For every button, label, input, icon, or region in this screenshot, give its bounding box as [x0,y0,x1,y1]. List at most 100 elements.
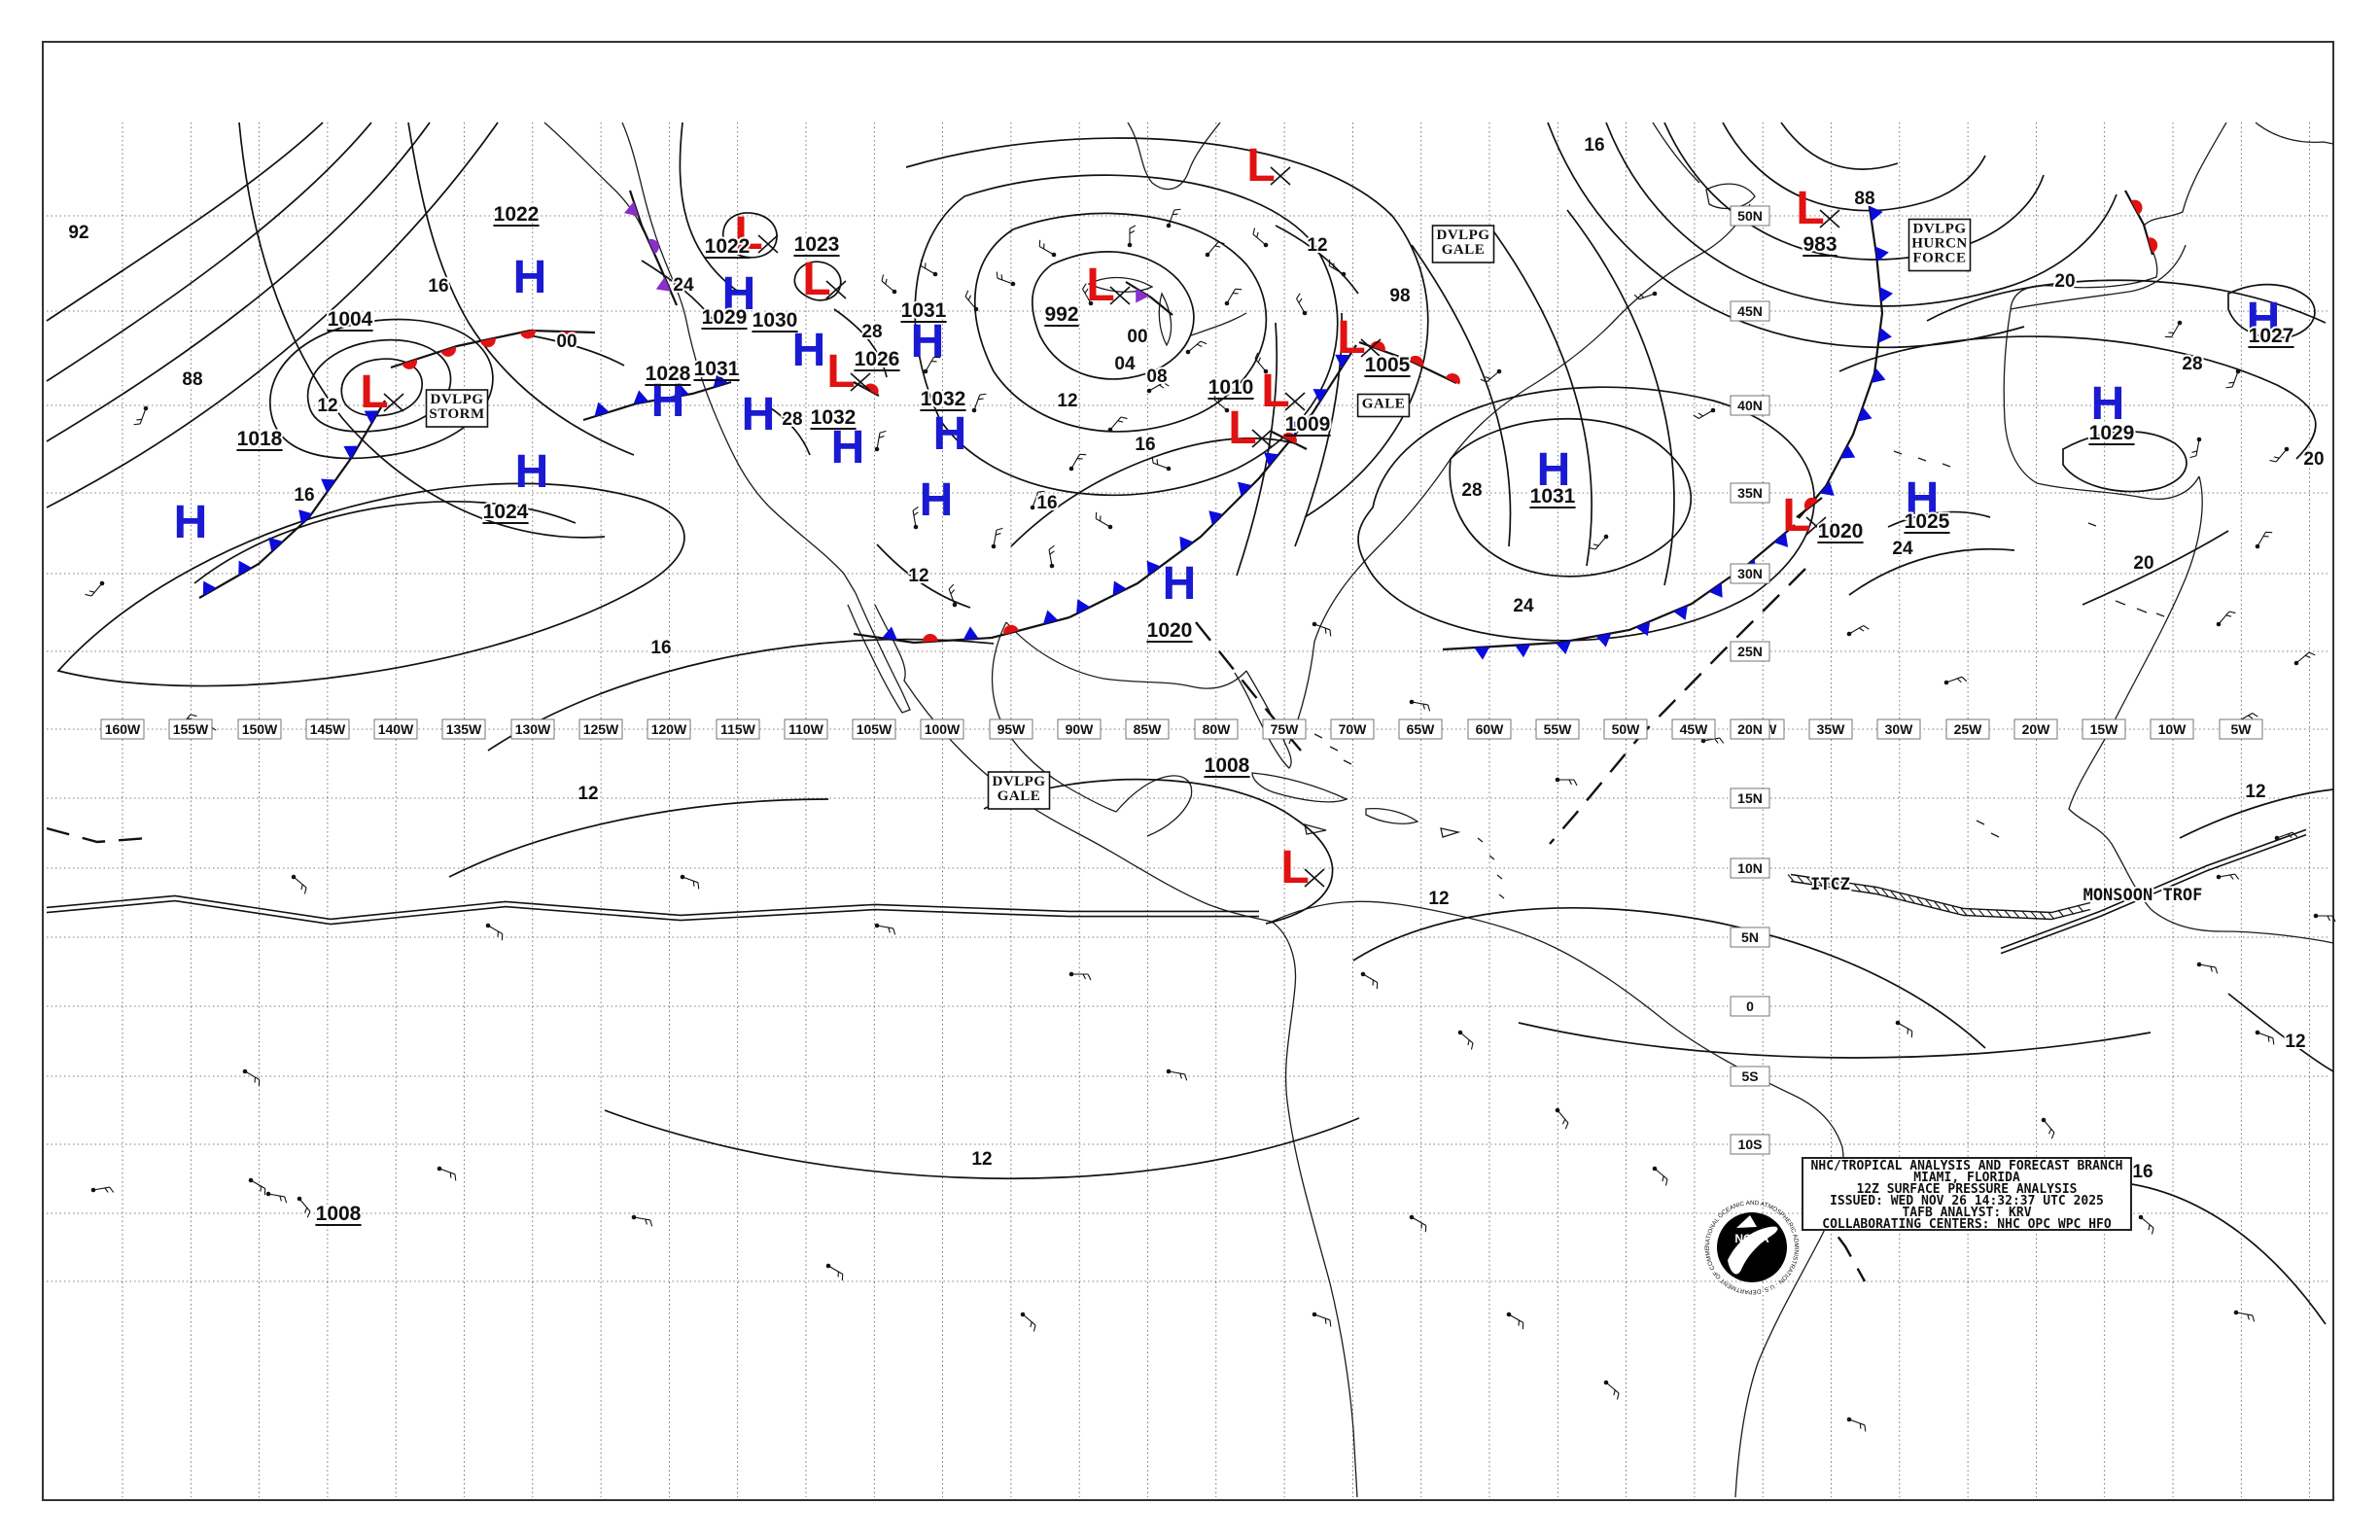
isobar-path [914,174,1339,497]
svg-text:25N: 25N [1737,644,1763,659]
cold-front-line [198,400,386,599]
svg-text:15N: 15N [1737,790,1763,806]
station-plot [874,430,887,452]
svg-text:H: H [513,252,547,303]
pressure-center-value: 1022 [705,235,751,258]
station-plot [90,1186,115,1193]
coastline-path [1271,921,1358,1498]
cold-front-pip [1136,288,1149,303]
svg-text:L: L [734,208,762,260]
isobar-path [1449,417,1692,578]
coastline-path [1976,820,2000,838]
isobar-path [306,338,452,433]
graticule-label: 35W [1808,718,1853,740]
dashed-trough-line [1195,621,1302,752]
svg-text:45N: 45N [1737,303,1763,319]
svg-text:75W: 75W [1271,721,1300,737]
station-plot [485,923,504,941]
isobar-contour-label: 16 [294,485,314,506]
isobar-path [1352,907,1986,1049]
pressure-center-H: H 1022 [492,201,547,303]
itcz-hatch-tick [1925,899,1933,908]
cold-front-pip [1556,640,1571,655]
station-plot [1457,1030,1474,1050]
itcz-hatch-tick [1951,905,1959,914]
warm-front-pip [479,337,496,348]
isobar-path [46,122,324,322]
svg-text:120W: 120W [651,721,687,737]
cold-front-pip [1878,327,1892,343]
graticule-label: 50W [1603,718,1648,740]
itcz-hatch-tick [1806,877,1813,885]
station-plot [2269,446,2290,463]
svg-text:20W: 20W [2022,721,2051,737]
itcz-hatch-tick [2030,911,2038,920]
isobars [46,122,2334,1325]
svg-text:H: H [2247,294,2281,345]
svg-text:5W: 5W [2231,721,2253,737]
pressure-center-value: 1023 [794,233,840,256]
itcz-hatch-tick [2067,907,2075,915]
station-plot [1895,1020,1913,1038]
pressure-center-value: 1031 [901,299,947,322]
graticule-label: 130W [510,718,555,740]
graticule-label: 30N [1730,563,1770,584]
svg-text:135W: 135W [446,721,482,737]
station-plot [1252,228,1269,248]
feature-box-gale: GALE [1356,393,1411,418]
cold-front-pip [882,626,898,641]
pressure-center-value: 1026 [855,348,900,370]
cold-front-pip [1840,444,1856,459]
graticule-label: 5S [1730,1066,1770,1087]
itcz-hatch-tick [2012,910,2020,919]
isobar-path [905,137,1429,518]
isobar-path [1722,122,1986,212]
isobar-contour-label: 20 [2054,271,2075,292]
graticule-label: 140W [373,718,418,740]
title-line-1: NHC/TROPICAL ANALYSIS AND FORECAST BRANC… [1811,1159,2123,1173]
isobar-path [1663,122,2045,261]
graticule-label: 120W [647,718,691,740]
svg-text:5S: 5S [1741,1068,1758,1084]
graticule-label: 75W [1262,718,1307,740]
itcz-hatch-tick [1942,903,1950,912]
isobar-path [407,122,635,456]
itcz-hatch-tick [1890,891,1898,899]
warm-front-pip [1445,373,1460,385]
pressure-center-L: L 992 [1042,260,1131,328]
station-plot [923,356,941,374]
isobar-path [46,122,431,442]
svg-text:25W: 25W [1954,721,1983,737]
pressure-center-value: 983 [1802,233,1837,256]
cold-front-pip [1869,205,1883,222]
cold-front-pip [1335,354,1350,368]
pressure-center-value: 1024 [483,501,529,523]
isobar-contour-label: 16 [1584,135,1604,156]
coastline-path [2255,122,2334,145]
isobar-contour-label: 28 [2182,354,2202,374]
graticule-label: 90W [1057,718,1102,740]
itcz-hatch-tick [1854,884,1861,892]
station-plot [1360,971,1379,990]
graticule-label: 40N [1730,395,1770,416]
cold-front-pip [298,509,313,525]
pressure-center-H: H [920,474,954,526]
isobar-path [767,405,811,456]
itcz-hatch-tick [1969,908,1977,917]
coastline-path [1271,900,1844,1498]
station-plot [1068,453,1087,472]
station-plot [1700,737,1725,744]
station-plot [2293,651,2316,666]
graticule-label: 10W [2150,718,2194,740]
graticule-label: 15W [2082,718,2126,740]
isobar-path [604,1109,1360,1180]
cold-front-pip [1595,633,1612,648]
graticule-label: 110W [784,718,828,740]
graticule-label: 5N [1730,927,1770,948]
station-plot [133,405,149,426]
